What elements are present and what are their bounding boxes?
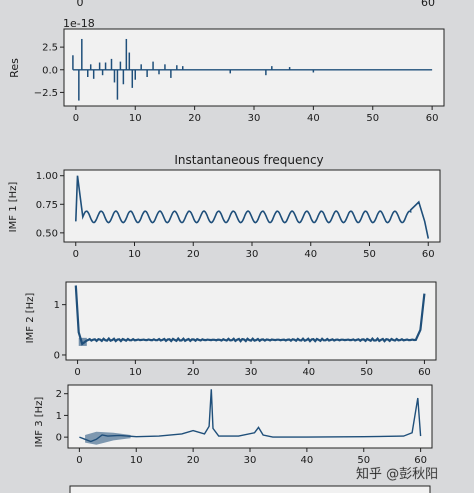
imf2-start-band	[78, 337, 87, 346]
x-tick-label: 10	[130, 455, 143, 466]
res-plot-area	[72, 38, 433, 101]
x-tick-label: 20	[187, 249, 200, 260]
y-tick-label: 2	[56, 389, 62, 400]
y-tick-label: −2.5	[34, 88, 58, 99]
imf3-panel: IMF 3 [Hz] 0 10 20 30 40 50 60 0 1 2	[34, 384, 433, 466]
x-tick-label: 60	[426, 113, 439, 124]
x-tick-label: 10	[128, 249, 141, 260]
res-panel: 1e-18 Res 0 10 20 30 40 50 60 −2.5 0.0 2.5	[8, 17, 445, 124]
imf1-series-line	[75, 175, 430, 239]
next-panel-frame	[69, 485, 431, 493]
imf2-axes-frame	[65, 281, 437, 361]
imf1-axes-frame	[63, 169, 441, 243]
watermark-text: 知乎 @彭秋阳	[356, 466, 438, 482]
cut-tick-0: 0	[77, 0, 84, 9]
imf1-panel: Instantaneous frequency IMF 1 [Hz] 0 10 20…	[8, 153, 441, 260]
x-tick-label: 0	[76, 455, 82, 466]
x-tick-label: 20	[187, 367, 200, 378]
x-tick-label: 20	[188, 113, 201, 124]
x-tick-label: 40	[301, 455, 314, 466]
y-tick-label: 0	[54, 350, 60, 361]
imf3-noise-band	[85, 431, 131, 445]
res-offset-text: 1e-18	[63, 17, 95, 30]
y-tick-label: 1.00	[36, 171, 58, 182]
y-tick-label: 1	[54, 300, 60, 311]
x-tick-label: 60	[418, 367, 431, 378]
x-tick-label: 50	[357, 455, 370, 466]
x-tick-label: 10	[129, 113, 142, 124]
x-tick-label: 50	[363, 249, 376, 260]
y-tick-label: 2.5	[42, 43, 58, 54]
imf2-panel: IMF 2 [Hz] 0 10 20 30 40 50 60 0 1	[25, 281, 437, 378]
x-tick-label: 10	[129, 367, 142, 378]
imf2-ylabel: IMF 2 [Hz]	[25, 293, 36, 344]
x-tick-label: 0	[73, 249, 79, 260]
x-tick-label: 30	[246, 249, 259, 260]
imf1-ylabel: IMF 1 [Hz]	[8, 182, 19, 233]
x-tick-label: 0	[73, 113, 79, 124]
imf2-series-line	[74, 285, 426, 346]
imf3-ylabel: IMF 3 [Hz]	[34, 397, 45, 448]
res-axes-frame	[63, 28, 445, 107]
cut-panel-top-ticks: 0 60	[77, 0, 436, 9]
x-tick-label: 60	[414, 455, 427, 466]
res-ylabel: Res	[8, 58, 21, 78]
y-tick-label: 0.75	[36, 200, 58, 211]
x-tick-label: 50	[366, 113, 379, 124]
imf2-plot-area	[74, 285, 426, 346]
cut-tick-60: 60	[421, 0, 435, 9]
x-tick-label: 40	[304, 249, 317, 260]
imf1-plot-area	[75, 175, 430, 239]
imf1-title: Instantaneous frequency	[174, 153, 323, 167]
y-tick-label: 0	[56, 433, 62, 444]
x-tick-label: 50	[360, 367, 373, 378]
x-tick-label: 40	[307, 113, 320, 124]
x-tick-label: 30	[248, 113, 261, 124]
y-tick-label: 0.0	[42, 65, 58, 76]
x-tick-label: 20	[187, 455, 200, 466]
y-tick-label: 0.50	[36, 228, 58, 239]
x-tick-label: 40	[302, 367, 315, 378]
x-tick-label: 60	[422, 249, 435, 260]
x-tick-label: 0	[74, 367, 80, 378]
x-tick-label: 30	[244, 455, 257, 466]
imf3-plot-area	[79, 389, 422, 445]
y-tick-label: 1	[56, 411, 62, 422]
x-tick-label: 30	[245, 367, 258, 378]
